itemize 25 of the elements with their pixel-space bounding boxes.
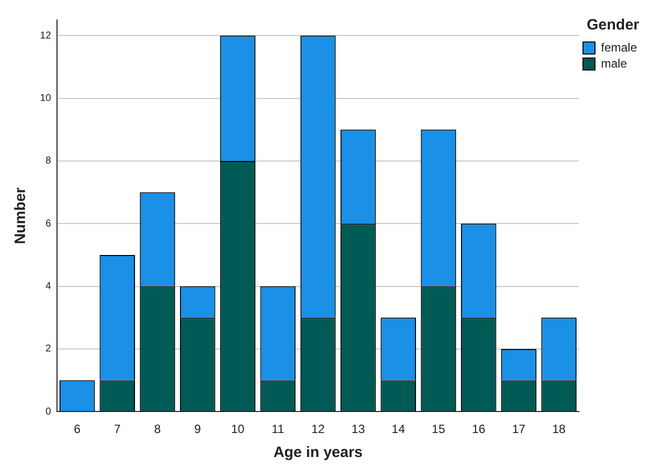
y-tick-label: 2 (46, 344, 52, 355)
y-tick-label: 4 (46, 281, 52, 292)
x-axis-title: Age in years (273, 444, 363, 462)
y-axis-title: Number (12, 187, 30, 244)
x-tick-label: 14 (392, 422, 406, 436)
y-tick-label: 8 (46, 156, 52, 167)
y-tick-label: 6 (46, 218, 52, 230)
x-tick-label: 8 (154, 422, 162, 436)
legend-label: female (600, 40, 638, 54)
x-tick-label: 11 (272, 422, 284, 436)
x-tick-label: 18 (552, 422, 566, 436)
legend-label: male (600, 56, 628, 70)
x-tick-label: 9 (194, 422, 202, 436)
x-tick-label: 7 (114, 422, 121, 436)
x-tick-label: 12 (311, 422, 326, 436)
x-tick-label: 10 (231, 422, 245, 436)
x-tick-label: 17 (512, 422, 526, 436)
x-tick-label: 15 (432, 422, 446, 436)
x-tick-label: 16 (472, 422, 486, 436)
y-tick-label: 0 (46, 406, 52, 418)
x-tick-label: 6 (74, 422, 81, 436)
x-tick-label: 13 (352, 422, 366, 436)
legend-title: Gender (586, 16, 640, 34)
y-tick-label: 12 (40, 30, 52, 42)
y-tick-label: 10 (40, 93, 52, 104)
